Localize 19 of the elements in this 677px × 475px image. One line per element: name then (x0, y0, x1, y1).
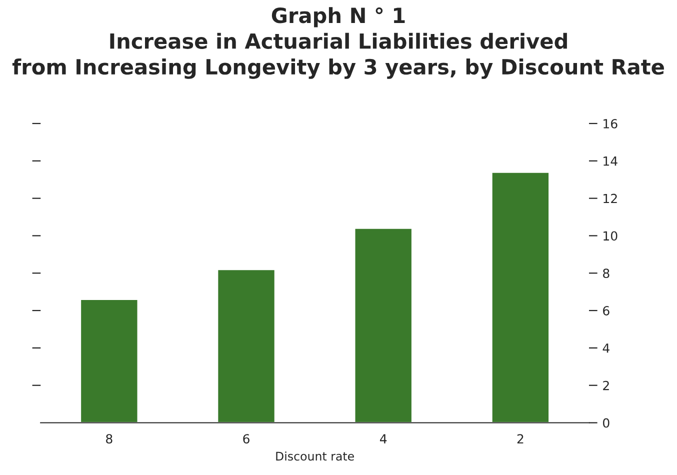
bar (216, 268, 276, 423)
x-tick-label: 8 (106, 434, 112, 444)
bar (80, 298, 139, 423)
y-tick-label: 2 (603, 380, 609, 390)
y-tick-label: 8 (603, 268, 610, 278)
y-tick-label: 16 (604, 118, 618, 128)
y-tick-label: 10 (604, 231, 618, 241)
chart-title: Graph N ° 1 Increase in Actuarial Liabilities derived from Increasing Longevity by 3 years, by Discount Rate (12, 7, 664, 79)
bar (490, 171, 550, 423)
x-axis-title: Discount rate (276, 452, 354, 461)
bar (354, 228, 413, 423)
y-tick-label: 14 (604, 156, 618, 166)
y-tick-label: 12 (604, 194, 617, 204)
x-tick-label: 6 (243, 434, 250, 444)
y-tick-label: 0 (603, 418, 610, 428)
y-tick-label: 4 (602, 344, 610, 353)
x-tick-label: 2 (517, 434, 524, 444)
x-tick-label: 4 (380, 434, 387, 444)
y-tick-label: 6 (603, 306, 610, 316)
